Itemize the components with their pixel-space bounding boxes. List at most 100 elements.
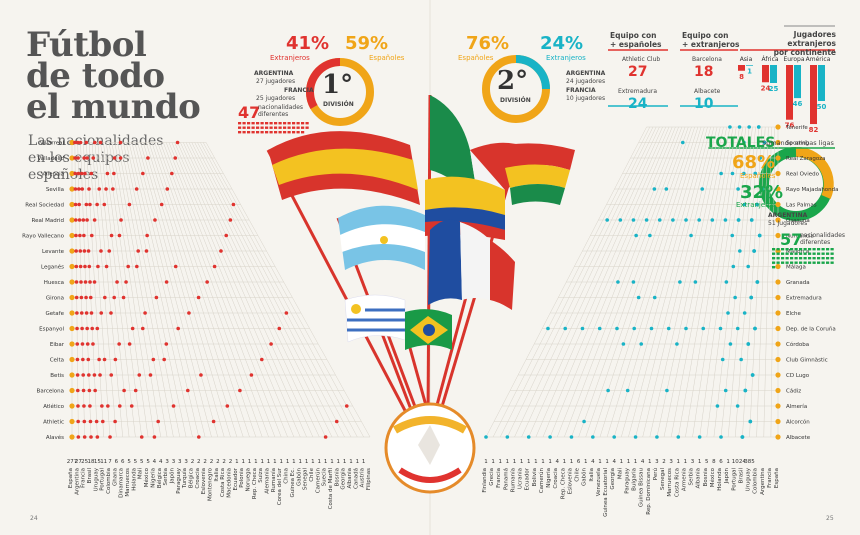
country-label: Marruecos: [667, 468, 673, 497]
nationality-tick: [287, 126, 291, 129]
player-dot: [693, 280, 698, 284]
player-dot: [89, 311, 94, 315]
nationality-tick: [803, 252, 807, 255]
nationality-tick: [812, 257, 816, 260]
grid-col: [194, 142, 345, 438]
country-label: Paraguay: [176, 467, 182, 493]
primera-nationalities-num: 47: [238, 103, 261, 122]
player-dot: [107, 249, 112, 253]
player-dot: [159, 202, 164, 207]
player-dot: [117, 404, 122, 408]
player-dot: [91, 342, 95, 346]
player-dot: [196, 295, 201, 300]
total-label: 1: [684, 459, 688, 465]
grid-col: [168, 142, 288, 438]
nationality-tick: [776, 257, 780, 260]
nationality-tick: [830, 252, 834, 255]
player-dot: [91, 156, 96, 160]
grid-col: [183, 142, 320, 438]
player-dot: [675, 342, 679, 346]
country-label: Nigeria: [546, 468, 552, 488]
total-label: 2: [197, 459, 201, 465]
spain-dot: [69, 139, 75, 146]
spain-dot: [69, 325, 75, 332]
bar-primera: [786, 65, 793, 120]
total-label: 1: [241, 459, 245, 465]
team-label: Sevilla: [46, 187, 64, 193]
player-dot: [636, 295, 641, 300]
bar-segunda: [818, 65, 825, 101]
argentina-flag: [338, 205, 425, 270]
nationality-tick: [772, 248, 776, 251]
player-dot: [83, 264, 87, 269]
total-label: 1: [491, 459, 495, 465]
player-dot: [87, 373, 91, 377]
team-label: Dep. de la Coruña: [786, 327, 836, 333]
bolivia-flag: [505, 143, 575, 205]
grid-col: [205, 142, 371, 438]
player-dot: [78, 264, 83, 269]
team-label: Eibar: [50, 342, 65, 348]
player-dot: [753, 326, 757, 331]
bar-segunda: [746, 65, 753, 66]
team-label: Valencia: [41, 172, 64, 178]
country-label: Guinea Bissau: [639, 468, 645, 507]
country-label: Gabón: [581, 467, 588, 485]
country-label: España: [68, 468, 74, 488]
player-dot: [505, 435, 510, 439]
player-dot: [153, 218, 157, 222]
player-dot: [657, 218, 662, 222]
page-subtitle: Las nacionalidades en los equipos españo…: [28, 133, 163, 184]
country-label: Perú: [652, 468, 659, 480]
nationality-tick: [799, 257, 803, 260]
totales-lbl-espanoles: Españoles: [740, 172, 776, 180]
country-label: Rumanía: [509, 468, 516, 492]
player-dot: [171, 404, 176, 408]
nationalities-icon-grid: [238, 122, 309, 134]
bar-label-primera: 82: [809, 126, 819, 134]
grid-col: [77, 142, 85, 438]
nationality-tick: [305, 122, 309, 125]
grid-col: [154, 142, 257, 438]
total-label: 1: [598, 459, 602, 465]
country-label: Italia: [214, 468, 220, 482]
player-dot: [102, 202, 107, 207]
player-dot: [113, 357, 118, 362]
nationality-tick: [274, 126, 278, 129]
player-dot: [284, 311, 289, 315]
totales-pct-extranjeros: 32%: [740, 182, 784, 203]
nationality-tick: [265, 131, 269, 134]
country-label: Mali: [617, 468, 623, 480]
player-dot: [678, 280, 682, 284]
team-label: Real Madrid: [32, 218, 65, 224]
player-dot: [344, 404, 349, 408]
spain-dot: [69, 434, 75, 440]
nationality-tick: [830, 257, 834, 260]
nationality-tick: [269, 131, 273, 134]
total-label: 1: [527, 459, 531, 465]
total-label: 1: [343, 459, 347, 465]
team-label: Osasuna: [786, 218, 810, 224]
total-label: 1: [541, 459, 545, 465]
continent-name: América: [806, 56, 831, 63]
grid-col: [191, 142, 339, 438]
nationality-tick: [826, 252, 830, 255]
player-dot: [73, 218, 78, 222]
total-label: 2: [210, 459, 214, 465]
nationality-tick: [260, 126, 264, 129]
nationality-tick: [278, 122, 282, 125]
player-dot: [84, 202, 89, 207]
team-label: Alcorcón: [786, 419, 810, 426]
grid-col: [94, 142, 123, 438]
spain-dot: [775, 434, 781, 440]
player-dot: [118, 156, 123, 160]
player-dot: [112, 156, 117, 160]
grid-col: [80, 142, 92, 438]
country-label: Bolivia: [532, 468, 538, 486]
grid-col: [188, 142, 333, 438]
nationality-tick: [812, 252, 816, 255]
player-dot: [170, 171, 174, 176]
team-label: Cádiz: [786, 388, 801, 395]
primera-nationalities-label: nacionalidades diferentes: [258, 104, 304, 118]
